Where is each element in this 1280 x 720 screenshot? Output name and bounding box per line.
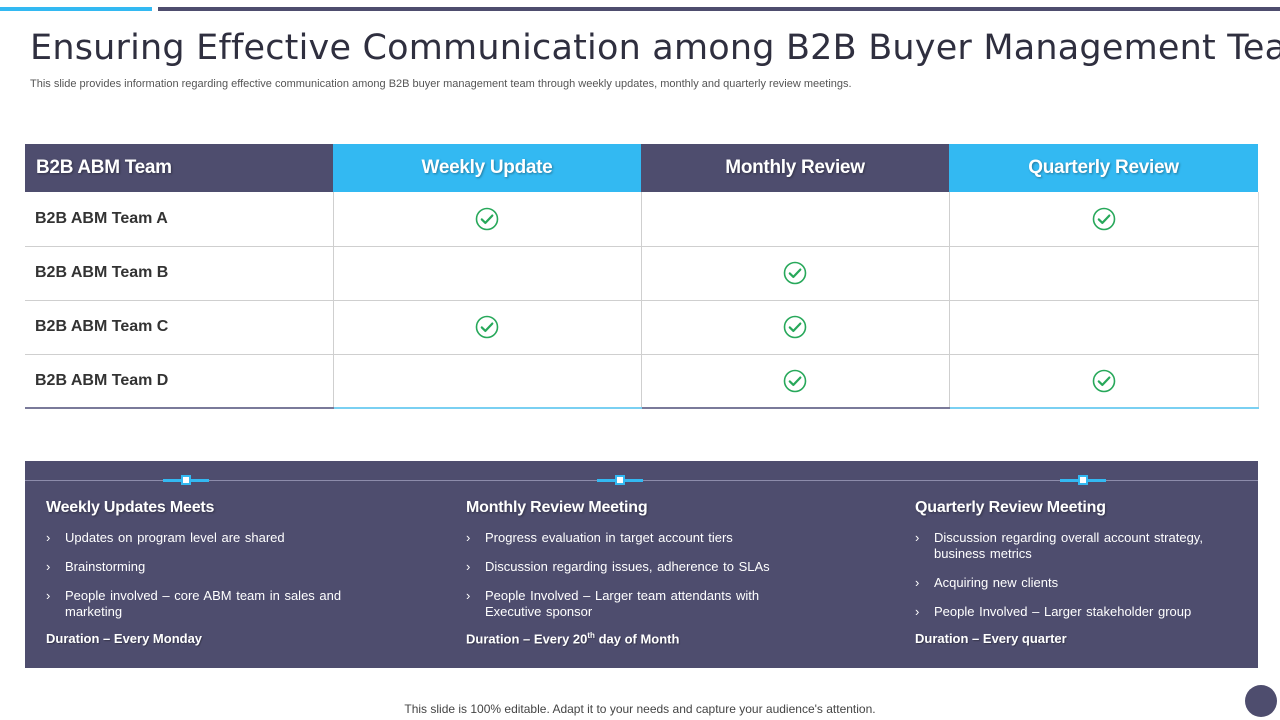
timeline-node-quarterly (1060, 475, 1106, 486)
table-row: B2B ABM Team B (25, 246, 1259, 301)
team-name-cell: B2B ABM Team B (25, 246, 333, 301)
check-circle-icon (783, 369, 807, 393)
monthly-cell (640, 192, 949, 247)
weekly-cell (332, 192, 641, 247)
quarterly-cell (948, 246, 1259, 301)
weekly-cell (332, 300, 641, 355)
meeting-title: Quarterly Review Meeting (915, 499, 1106, 516)
check-circle-icon (1092, 369, 1116, 393)
timeline-node-weekly (163, 475, 209, 486)
monthly-cell (640, 246, 949, 301)
communication-matrix-table: B2B ABM Team Weekly Update Monthly Revie… (25, 144, 1259, 409)
team-name-cell: B2B ABM Team D (25, 354, 333, 409)
meeting-quarterly: Quarterly Review Meeting › Discussion reg… (915, 499, 1225, 646)
slide-subtitle: This slide provides information regardin… (30, 78, 852, 90)
chevron-right-icon: › (466, 559, 471, 574)
weekly-cell (332, 246, 641, 301)
check-circle-icon (783, 315, 807, 339)
list-item: › Updates on program level are shared (46, 530, 285, 545)
top-divider-bar (158, 7, 1280, 11)
meeting-bullets: › Progress evaluation in target account t… (466, 530, 786, 620)
list-item: › Progress evaluation in target account t… (466, 530, 733, 545)
chevron-right-icon: › (46, 559, 51, 574)
meeting-duration: Duration – Every Monday (46, 631, 203, 646)
chevron-right-icon: › (915, 575, 920, 590)
check-circle-icon (783, 261, 807, 285)
check-circle-icon (1092, 207, 1116, 231)
weekly-cell (332, 354, 641, 409)
monthly-cell (640, 354, 949, 409)
meeting-monthly: Monthly Review Meeting › Progress evaluat… (466, 499, 786, 646)
meeting-bullets: › Updates on program level are shared › Br… (46, 530, 346, 620)
meeting-title: Weekly Updates Meets (46, 499, 215, 516)
meeting-weekly: Weekly Updates Meets › Updates on program… (46, 499, 346, 646)
list-item: › People Involved – Larger stakeholder gr… (915, 604, 1192, 619)
list-item: › People involved – core ABM team in sale… (46, 588, 342, 619)
slide-title: Ensuring Effective Communication among B… (30, 28, 1280, 68)
chevron-right-icon: › (915, 530, 920, 545)
check-circle-icon (475, 207, 499, 231)
table-row: B2B ABM Team D (25, 354, 1259, 409)
team-name-cell: B2B ABM Team A (25, 192, 333, 247)
chevron-right-icon: › (466, 588, 471, 603)
quarterly-cell (948, 354, 1259, 409)
monthly-cell (640, 300, 949, 355)
table-row: B2B ABM Team C (25, 300, 1259, 355)
list-item: › People Involved – Larger team attendant… (466, 588, 760, 619)
header-quarterly-review: Quarterly Review (949, 144, 1258, 192)
table-row: B2B ABM Team A (25, 192, 1259, 247)
meeting-title: Monthly Review Meeting (466, 499, 648, 516)
meeting-duration: Duration – Every quarter (915, 631, 1067, 646)
table-header-row: B2B ABM Team Weekly Update Monthly Revie… (25, 144, 1258, 192)
list-item: › Acquiring new clients (915, 575, 1059, 590)
timeline-node-monthly (597, 475, 643, 486)
corner-decoration (1245, 685, 1277, 717)
meetings-panel: Weekly Updates Meets › Updates on program… (25, 461, 1258, 668)
quarterly-cell (948, 300, 1259, 355)
header-monthly-review: Monthly Review (641, 144, 949, 192)
footer-note: This slide is 100% editable. Adapt it to… (404, 702, 876, 716)
chevron-right-icon: › (46, 588, 51, 603)
chevron-right-icon: › (46, 530, 51, 545)
list-item: › Discussion regarding overall account st… (915, 530, 1203, 561)
meeting-bullets: › Discussion regarding overall account st… (915, 530, 1225, 620)
chevron-right-icon: › (915, 604, 920, 619)
list-item: › Discussion regarding issues, adherence … (466, 559, 770, 574)
meeting-duration: Duration – Every 20th day of Month (466, 631, 680, 647)
quarterly-cell (948, 192, 1259, 247)
team-name-cell: B2B ABM Team C (25, 300, 333, 355)
list-item: › Brainstorming (46, 559, 146, 574)
header-weekly-update: Weekly Update (333, 144, 641, 192)
check-circle-icon (475, 315, 499, 339)
top-accent-bar (0, 7, 152, 11)
header-team: B2B ABM Team (25, 144, 333, 192)
chevron-right-icon: › (466, 530, 471, 545)
